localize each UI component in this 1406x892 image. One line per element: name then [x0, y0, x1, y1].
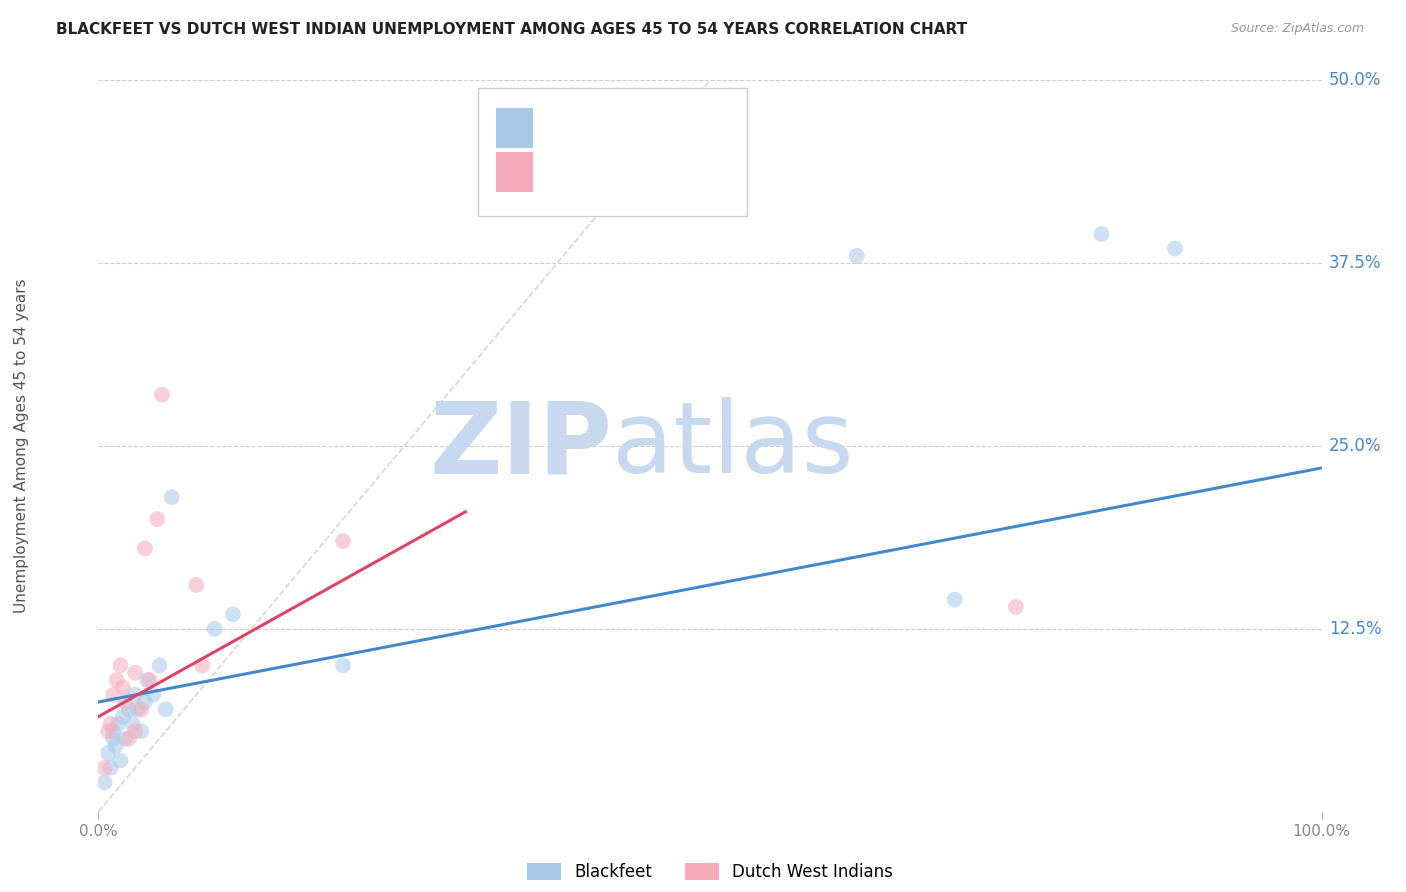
Point — [1004, 599, 1026, 614]
Point — [1164, 242, 1187, 256]
Point — [129, 702, 152, 716]
FancyBboxPatch shape — [496, 152, 533, 192]
FancyBboxPatch shape — [496, 108, 533, 148]
Text: BLACKFEET VS DUTCH WEST INDIAN UNEMPLOYMENT AMONG AGES 45 TO 54 YEARS CORRELATIO: BLACKFEET VS DUTCH WEST INDIAN UNEMPLOYM… — [56, 22, 967, 37]
Legend: Blackfeet, Dutch West Indians: Blackfeet, Dutch West Indians — [520, 856, 900, 888]
Point — [105, 673, 128, 687]
Point — [97, 746, 120, 760]
Point — [104, 739, 127, 753]
Point — [134, 541, 156, 556]
Point — [114, 695, 136, 709]
Text: N = 28: N = 28 — [673, 119, 741, 136]
Point — [124, 688, 146, 702]
Point — [110, 658, 132, 673]
Point — [155, 702, 177, 716]
Text: R = 0.319: R = 0.319 — [551, 162, 641, 181]
Point — [110, 754, 132, 768]
Point — [150, 388, 173, 402]
Point — [101, 724, 124, 739]
Point — [139, 673, 162, 687]
Point — [93, 761, 115, 775]
Point — [101, 731, 124, 746]
Text: R = 0.361: R = 0.361 — [551, 119, 641, 136]
Point — [222, 607, 245, 622]
Point — [114, 731, 136, 746]
Point — [118, 731, 141, 746]
Point — [146, 512, 169, 526]
Point — [136, 673, 159, 687]
Text: 37.5%: 37.5% — [1329, 254, 1381, 272]
Point — [332, 658, 354, 673]
Point — [124, 724, 146, 739]
Text: 25.0%: 25.0% — [1329, 437, 1381, 455]
Point — [134, 695, 156, 709]
Point — [332, 534, 354, 549]
Point — [191, 658, 214, 673]
Point — [100, 761, 122, 775]
Text: Source: ZipAtlas.com: Source: ZipAtlas.com — [1230, 22, 1364, 36]
Text: ZIP: ZIP — [429, 398, 612, 494]
Point — [186, 578, 208, 592]
Point — [93, 775, 115, 789]
Text: 12.5%: 12.5% — [1329, 620, 1381, 638]
Point — [129, 724, 152, 739]
Point — [100, 717, 122, 731]
Point — [1090, 227, 1112, 241]
Point — [204, 622, 226, 636]
Point — [101, 688, 124, 702]
Point — [149, 658, 172, 673]
Point — [124, 665, 146, 680]
Point — [118, 702, 141, 716]
FancyBboxPatch shape — [478, 87, 747, 216]
Point — [127, 702, 149, 716]
Point — [160, 490, 183, 504]
Text: atlas: atlas — [612, 398, 853, 494]
Point — [943, 592, 966, 607]
Point — [111, 681, 134, 695]
Text: N = 20: N = 20 — [673, 162, 741, 181]
Text: 50.0%: 50.0% — [1329, 71, 1381, 89]
Point — [107, 717, 129, 731]
Point — [845, 249, 868, 263]
Point — [97, 724, 120, 739]
Point — [121, 717, 143, 731]
Text: Unemployment Among Ages 45 to 54 years: Unemployment Among Ages 45 to 54 years — [14, 278, 28, 614]
Point — [111, 709, 134, 723]
Point — [142, 688, 165, 702]
